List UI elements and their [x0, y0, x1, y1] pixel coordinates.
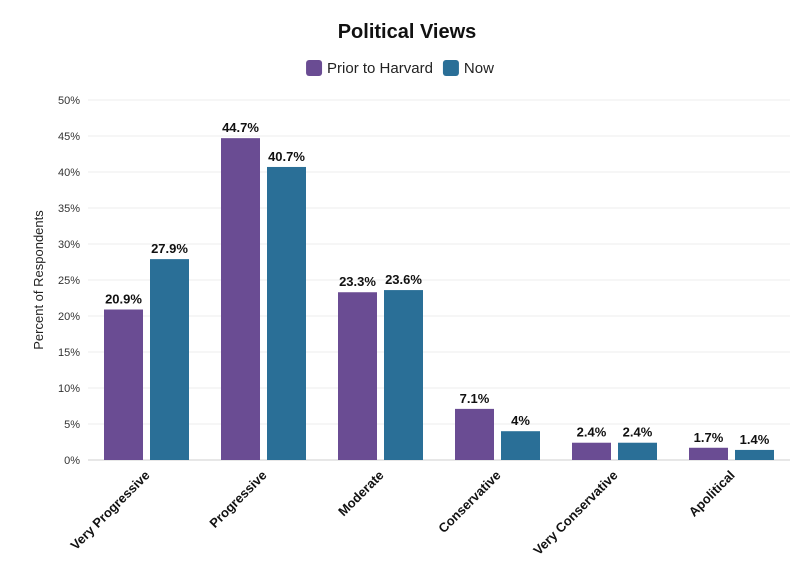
bar-value-label: 1.4%	[740, 432, 770, 447]
y-tick-label: 25%	[58, 275, 80, 287]
x-tick-label: Apolitical	[686, 468, 738, 520]
bars	[104, 138, 774, 460]
y-tick-label: 45%	[58, 131, 80, 143]
bar-value-label: 44.7%	[222, 120, 259, 135]
legend-label: Now	[464, 60, 494, 77]
bar	[572, 442, 611, 460]
y-tick-label: 50%	[58, 95, 80, 107]
y-tick-label: 0%	[64, 455, 80, 467]
bar	[689, 447, 728, 460]
x-tick-label: Very Conservative	[530, 468, 620, 558]
bar	[150, 259, 189, 460]
bar-value-label: 23.6%	[385, 272, 422, 287]
legend-swatch	[442, 60, 459, 76]
gridlines	[88, 99, 790, 425]
y-tick-label: 5%	[64, 419, 80, 431]
bar-value-label: 40.7%	[268, 149, 305, 164]
bar	[384, 290, 423, 460]
bar-value-label: 23.3%	[339, 274, 376, 289]
bar	[501, 431, 540, 460]
bar	[455, 408, 494, 460]
bar-value-label: 4%	[511, 413, 530, 428]
bar	[338, 292, 377, 460]
legend-item[interactable]: Now	[442, 60, 494, 77]
bar-value-label: 2.4%	[623, 425, 653, 440]
x-axis-ticks: Very Progressive Progressive Moderate Conse…	[67, 468, 737, 558]
legend-label: Prior to Harvard	[327, 60, 433, 77]
x-tick-label: Progressive	[206, 468, 269, 531]
legend-item[interactable]: Prior to Harvard	[306, 60, 433, 77]
bar	[221, 138, 260, 460]
x-tick-label: Very Progressive	[67, 468, 152, 553]
bar-value-label: 7.1%	[460, 391, 490, 406]
bar-value-label: 1.7%	[694, 430, 724, 445]
value-labels: 20.9% 27.9% 44.7% 40.7% 23.3% 23.6% 7.1% 4% 2.4%…	[105, 120, 770, 447]
x-tick-label: Conservative	[435, 468, 503, 536]
x-tick-label: Moderate	[335, 468, 386, 519]
y-tick-label: 10%	[58, 383, 80, 395]
bar-value-label: 2.4%	[577, 425, 607, 440]
bar-value-label: 27.9%	[151, 241, 188, 256]
y-axis-label: Percent of Respondents	[31, 210, 46, 350]
y-tick-label: 30%	[58, 239, 80, 251]
y-axis-ticks: 0% 5% 10% 15% 20% 25% 30% 35% 40% 45% 50%	[58, 95, 80, 467]
y-tick-label: 40%	[58, 167, 80, 179]
y-tick-label: 20%	[58, 311, 80, 323]
bar-value-label: 20.9%	[105, 292, 142, 307]
legend-swatch	[306, 60, 323, 76]
y-tick-label: 35%	[58, 203, 80, 215]
legend: Prior to Harvard Now	[306, 60, 494, 77]
chart-title: Political Views	[338, 21, 477, 43]
y-tick-label: 15%	[58, 347, 80, 359]
bar	[618, 442, 657, 460]
bar	[735, 449, 774, 460]
bar	[267, 166, 306, 460]
bar	[104, 309, 143, 460]
